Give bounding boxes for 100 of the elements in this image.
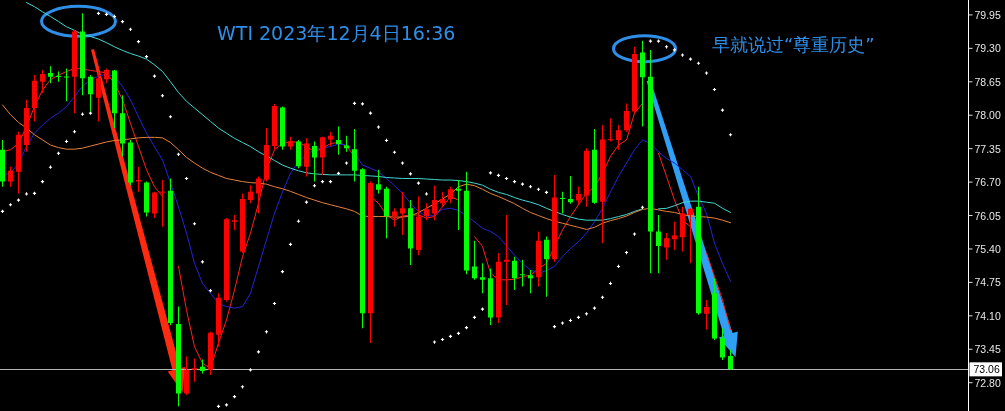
candlestick: [176, 306, 181, 407]
candlestick: [720, 328, 725, 361]
candlestick: [680, 206, 685, 252]
candlestick: [312, 141, 317, 182]
candlestick: [504, 215, 509, 306]
line-series: [2, 73, 731, 309]
candlestick: [392, 208, 397, 227]
candlestick: [120, 95, 125, 157]
candlestick: [360, 168, 365, 329]
candlestick: [608, 118, 613, 142]
candlestick: [56, 71, 61, 82]
line-series: [2, 104, 731, 230]
candlestick: [456, 180, 461, 230]
candlestick: [664, 233, 669, 260]
ref-line-label: 73.06: [973, 363, 1000, 376]
candlestick: [344, 135, 349, 152]
candlestick: [592, 129, 597, 204]
candlestick: [48, 66, 53, 84]
candlestick: [544, 236, 549, 297]
candlestick: [72, 29, 77, 114]
candlestick: [32, 75, 37, 122]
candlestick: [704, 299, 709, 330]
candlestick: [248, 185, 253, 204]
candlestick: [280, 106, 285, 150]
y-tick-label: 79.95: [974, 8, 1001, 21]
candlestick: [192, 358, 197, 382]
y-tick-label: 77.35: [974, 142, 1001, 155]
candlestick: [256, 176, 261, 214]
candlestick: [328, 131, 333, 147]
y-tick-label: 73.45: [974, 343, 1001, 356]
candlestick: [264, 128, 269, 182]
candlestick: [488, 268, 493, 326]
candlestick: [552, 174, 557, 262]
candlestick: [304, 138, 309, 177]
candlestick: [368, 181, 373, 344]
y-tick-label: 76.70: [974, 176, 1001, 189]
candlestick: [640, 40, 645, 127]
candlestick: [104, 68, 109, 84]
candlestick: [616, 125, 621, 150]
candlestick: [8, 166, 13, 187]
candlestick: [168, 178, 173, 326]
candlestick: [584, 148, 589, 207]
candlestick: [568, 175, 573, 204]
candlestick: [600, 125, 605, 244]
candlestick: [480, 263, 485, 294]
candlestick: [232, 215, 237, 230]
candlestick: [96, 71, 101, 122]
candlestick: [80, 13, 85, 96]
y-tick-label: 79.30: [974, 42, 1001, 55]
candlestick: [160, 180, 165, 227]
candlestick: [656, 215, 661, 274]
candlestick: [216, 293, 221, 347]
y-tick-label: 76.05: [974, 209, 1001, 222]
y-tick-label: 72.80: [974, 376, 1001, 389]
candlestick: [240, 193, 245, 254]
candlestick: [440, 191, 445, 207]
candlestick: [688, 208, 693, 264]
text: WTI 2023年12月4日16:36: [217, 22, 456, 44]
candlestick: [728, 349, 733, 370]
candlestick: [200, 359, 205, 374]
candlestick: [224, 218, 229, 302]
candlestick: [416, 196, 421, 256]
candlestick: [16, 131, 21, 194]
candlestick: [672, 221, 677, 250]
candlestick: [336, 126, 341, 155]
candlestick: [432, 185, 437, 221]
candlestick: [712, 278, 717, 341]
candlestick: [408, 200, 413, 265]
candlestick: [424, 203, 429, 221]
candlestick: [352, 129, 357, 182]
annotation: 早就说过“尊重历史”: [712, 34, 875, 55]
y-tick-label: 75.40: [974, 242, 1001, 255]
candlestick: [512, 256, 517, 291]
candlestick: [320, 136, 325, 175]
y-tick-label: 74.75: [974, 276, 1001, 289]
candlestick: [0, 139, 5, 187]
candlestick: [624, 103, 629, 132]
candlestick: [528, 270, 533, 294]
candlestick: [184, 356, 189, 396]
candlestick: [696, 186, 701, 315]
candlestick: [472, 240, 477, 280]
candlestick: [648, 49, 653, 274]
y-tick-label: 78.65: [974, 75, 1001, 88]
y-tick-label: 74.10: [974, 309, 1001, 322]
candlestick: [400, 191, 405, 236]
candlestick: [384, 186, 389, 239]
candlestick: [376, 169, 381, 194]
candlestick: [64, 68, 69, 102]
candlestick: [632, 46, 637, 114]
candlestick: [272, 103, 277, 150]
candlestick: [576, 186, 581, 205]
candlestick: [520, 259, 525, 287]
candlestick: [128, 139, 133, 186]
candlestick: [136, 166, 141, 192]
candlestick: [536, 231, 541, 287]
candlestick: [464, 171, 469, 275]
candlestick: [152, 191, 157, 219]
candlestick: [560, 191, 565, 214]
candlestick: [448, 186, 453, 204]
candlestick: [296, 139, 301, 169]
